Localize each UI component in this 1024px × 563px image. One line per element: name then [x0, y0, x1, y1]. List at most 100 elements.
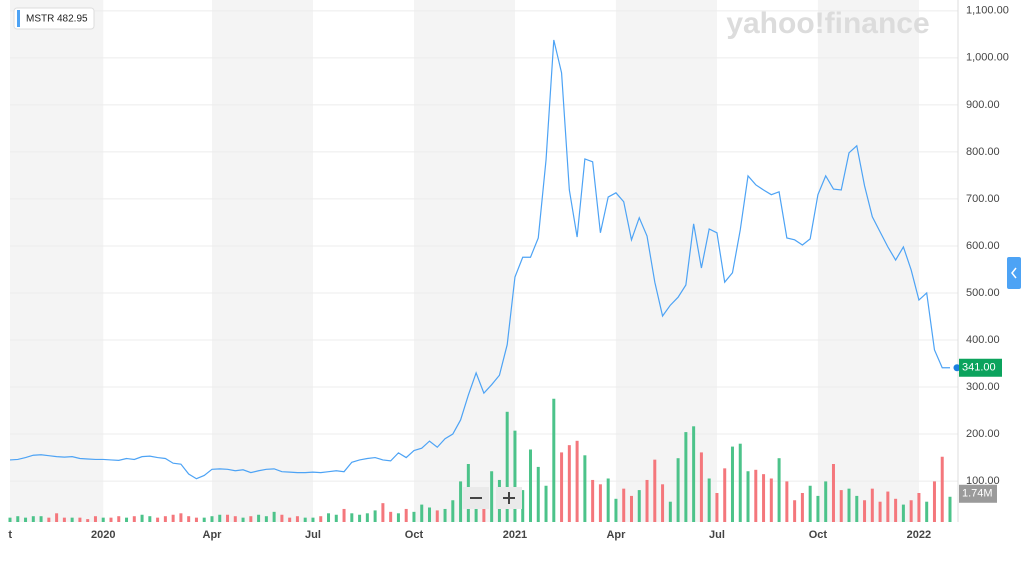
volume-bar [668, 501, 672, 522]
volume-bar [101, 517, 105, 522]
period-band [10, 0, 104, 522]
volume-bar [863, 500, 867, 522]
y-tick-label: 600.00 [966, 240, 1000, 252]
volume-bar [808, 485, 812, 522]
volume-bar [93, 516, 97, 522]
price-label: 341.00 [962, 362, 996, 374]
volume-bar [373, 510, 377, 522]
volume-bar [389, 511, 393, 522]
volume-bar [661, 484, 665, 522]
volume-bar [622, 488, 626, 522]
bands [10, 0, 919, 522]
volume-bar [925, 501, 929, 522]
volume-bar [754, 469, 758, 522]
volume-bar [202, 517, 206, 522]
volume-bar [62, 517, 66, 522]
volume-bar [591, 479, 595, 522]
watermark: yahoo!finance [726, 7, 929, 40]
period-band [615, 0, 717, 522]
y-tick-label: 100.00 [966, 475, 1000, 487]
volume-bar [855, 495, 859, 522]
volume-bar [47, 517, 51, 522]
x-tick-label: Jul [305, 529, 321, 541]
volume-bar [870, 488, 874, 522]
volume-bar [132, 516, 136, 522]
x-tick-label: Jul [709, 529, 725, 541]
volume-bar [560, 452, 564, 522]
volume-bar [567, 445, 571, 522]
volume-bar [148, 516, 152, 522]
volume-bar [723, 468, 727, 522]
volume-bar [396, 513, 400, 522]
volume-bar [31, 516, 35, 522]
volume-bar [878, 501, 882, 522]
volume-label-bg [959, 484, 997, 503]
period-band [817, 0, 919, 522]
volume-bar [249, 516, 253, 522]
y-tick-label: 200.00 [966, 428, 1000, 440]
volume-bar [171, 514, 175, 522]
legend-box [13, 7, 95, 30]
x-tick-label: Apr [203, 529, 223, 541]
legend-swatch [17, 10, 20, 27]
volume-bar [637, 490, 641, 522]
volume-bar [948, 496, 952, 522]
volume-bar [210, 516, 214, 522]
x-tick-label: Apr [606, 529, 626, 541]
legend-value: 482.95 [57, 14, 88, 25]
volume-bar [839, 490, 843, 522]
volume-bar [295, 516, 299, 522]
volume-bar [264, 516, 268, 522]
volume-bar [793, 500, 797, 522]
volume-bar [303, 517, 307, 522]
volume-bar [847, 488, 851, 522]
volume-bar [226, 514, 230, 522]
volume-bar [327, 513, 331, 522]
volume-bar [699, 452, 703, 522]
volume-bar [606, 478, 610, 522]
volume-bar [435, 510, 439, 522]
volume-bar [218, 514, 222, 522]
volume-bar [16, 516, 20, 522]
last-point [953, 364, 961, 372]
volume-bar [78, 517, 82, 522]
price-label-bg [959, 358, 1002, 377]
volume-label: 1.74M [962, 488, 993, 500]
volume-bar [342, 508, 346, 522]
volume-bar [528, 449, 532, 522]
volume-bar [24, 517, 28, 522]
volume-bar [55, 513, 59, 522]
volume-bar [109, 517, 113, 522]
volume-bar [350, 513, 354, 522]
volume-bar [241, 517, 245, 522]
volume-bar [412, 511, 416, 522]
volume-bar [156, 517, 160, 522]
volume-bar [319, 516, 323, 522]
volume-bar [311, 517, 315, 522]
volume-bar [769, 478, 773, 522]
volume-bar [800, 493, 804, 522]
y-tick-label: 1,000.00 [966, 52, 1009, 64]
volume-bar [645, 479, 649, 522]
volume-bar [125, 517, 129, 522]
volume-bar [552, 398, 556, 522]
volume-bar [420, 504, 424, 522]
volume-bar [653, 459, 657, 522]
volume-bar [932, 481, 936, 522]
volume-bar [886, 491, 890, 522]
volume-bar [544, 485, 548, 522]
x-tick-label: 2022 [907, 529, 931, 541]
volume-bar [940, 456, 944, 522]
x-tick-label: 2021 [503, 529, 527, 541]
side-tab[interactable] [1007, 257, 1021, 289]
volume-bar [684, 432, 688, 522]
price-line [9, 39, 950, 480]
volume-bar [536, 466, 540, 522]
volume-bar [614, 498, 618, 522]
volume-bar [490, 471, 494, 522]
volume-bar [575, 440, 579, 522]
volume-bar [187, 516, 191, 522]
x-tick-label: 2020 [91, 529, 115, 541]
volume-bar [894, 498, 898, 522]
volume-bar [831, 464, 835, 522]
